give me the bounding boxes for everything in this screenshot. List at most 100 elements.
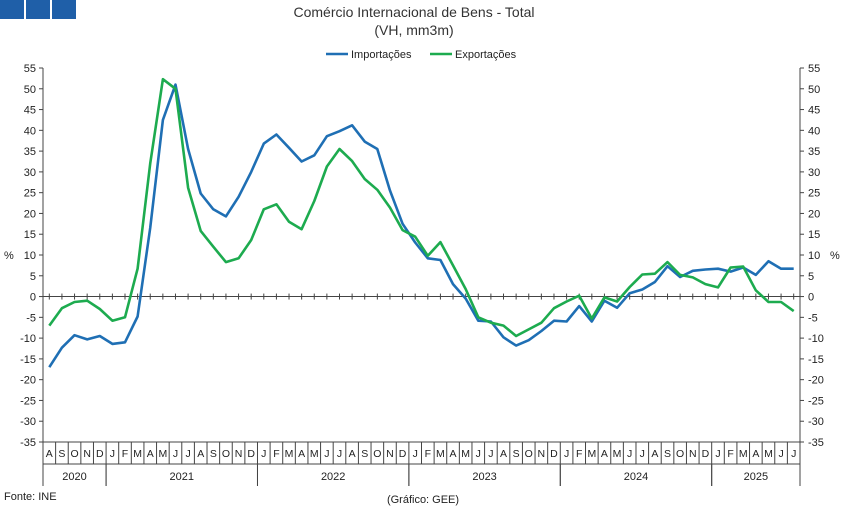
y-tick-label-left: -15 <box>20 354 36 366</box>
plot-lines <box>48 77 795 368</box>
y-tick-label-right: -15 <box>808 354 824 366</box>
y-tick-label-right: 10 <box>808 250 820 262</box>
series-line-importacoes <box>48 83 794 368</box>
y-tick-label-left: 30 <box>24 167 36 179</box>
x-tick-label: A <box>349 448 356 460</box>
x-tick-label: J <box>715 448 720 460</box>
x-tick-label: M <box>739 448 748 460</box>
y-tick-label-right: 50 <box>808 84 820 96</box>
chart-subtitle: (VH, mm3m) <box>374 22 453 38</box>
x-tick-label: A <box>500 448 507 460</box>
x-tick-label: M <box>158 448 167 460</box>
year-label: 2023 <box>472 471 496 483</box>
x-tick-label: J <box>261 448 266 460</box>
x-tick-label: O <box>70 448 78 460</box>
x-tick-label: O <box>373 448 381 460</box>
x-tick-label: A <box>450 448 457 460</box>
y-tick-label-left: 10 <box>24 250 36 262</box>
year-label: 2021 <box>170 471 194 483</box>
x-tick-label: M <box>613 448 622 460</box>
chart-title: Comércio Internacional de Bens - Total <box>294 4 535 20</box>
y-tick-label-right: -20 <box>808 375 824 387</box>
y-tick-label-right: -30 <box>808 416 824 428</box>
x-tick-label: S <box>664 448 671 460</box>
x-tick-label: J <box>337 448 342 460</box>
x-tick-label: J <box>476 448 481 460</box>
x-tick-label: S <box>210 448 217 460</box>
x-tick-label: F <box>727 448 733 460</box>
y-tick-label-right: -25 <box>808 395 824 407</box>
x-tick-label: M <box>587 448 596 460</box>
x-tick-label: A <box>752 448 759 460</box>
y-tick-label-right: 55 <box>808 63 820 75</box>
y-tick-label-right: -35 <box>808 437 824 449</box>
y-tick-label-left: -5 <box>26 312 36 324</box>
x-tick-label: D <box>247 448 255 460</box>
source-note: Fonte: INE <box>4 491 57 503</box>
y-tick-label-right: 25 <box>808 188 820 200</box>
x-tick-label: J <box>324 448 329 460</box>
x-tick-label: S <box>58 448 65 460</box>
x-tick-label: D <box>702 448 710 460</box>
y-tick-label-left: 15 <box>24 229 36 241</box>
legend-label-exportacoes: Exportações <box>455 49 517 61</box>
x-tick-label: M <box>310 448 319 460</box>
year-label: 2020 <box>62 471 86 483</box>
y-tick-label-left: 55 <box>24 63 36 75</box>
x-tick-label: A <box>147 448 154 460</box>
x-tick-label: S <box>361 448 368 460</box>
x-tick-label: N <box>235 448 243 460</box>
y-tick-label-left: 35 <box>24 146 36 158</box>
x-tick-label: J <box>413 448 418 460</box>
legend: Importações Exportações <box>326 49 517 61</box>
x-tick-label: F <box>122 448 128 460</box>
x-tick-label: J <box>173 448 178 460</box>
y-tick-label-right: 35 <box>808 146 820 158</box>
x-tick-label: J <box>185 448 190 460</box>
y-tick-label-left: -10 <box>20 333 36 345</box>
y-axis-label-left: % <box>4 250 14 262</box>
y-tick-label-left: 20 <box>24 208 36 220</box>
y-tick-label-right: 45 <box>808 105 820 117</box>
x-tick-label: O <box>222 448 230 460</box>
legend-label-importacoes: Importações <box>351 49 412 61</box>
x-tick-label: S <box>513 448 520 460</box>
x-tick-label: J <box>110 448 115 460</box>
x-tick-label: A <box>46 448 53 460</box>
x-tick-label: A <box>651 448 658 460</box>
x-tick-label: D <box>399 448 407 460</box>
y-tick-label-left: 40 <box>24 125 36 137</box>
y-tick-label-right: 15 <box>808 229 820 241</box>
y-tick-label-left: -35 <box>20 437 36 449</box>
series-line-exportacoes <box>48 77 795 338</box>
x-tick-label: D <box>550 448 558 460</box>
x-tick-label: J <box>791 448 796 460</box>
y-axis-label-right: % <box>830 250 840 262</box>
y-tick-label-left: 50 <box>24 84 36 96</box>
x-tick-label: D <box>96 448 104 460</box>
x-tick-label: M <box>436 448 445 460</box>
y-tick-label-left: -30 <box>20 416 36 428</box>
y-tick-label-left: 0 <box>30 292 36 304</box>
y-tick-label-right: -10 <box>808 333 824 345</box>
x-tick-label: O <box>525 448 533 460</box>
x-tick-label: J <box>640 448 645 460</box>
year-label: 2022 <box>321 471 345 483</box>
year-label: 2025 <box>744 471 768 483</box>
x-tick-label: M <box>285 448 294 460</box>
credit-note: (Gráfico: GEE) <box>387 494 459 506</box>
y-tick-label-right: 20 <box>808 208 820 220</box>
x-tick-label: N <box>386 448 394 460</box>
y-tick-label-right: 5 <box>808 271 814 283</box>
y-tick-label-left: 5 <box>30 271 36 283</box>
y-tick-label-right: 40 <box>808 125 820 137</box>
x-tick-label: N <box>538 448 546 460</box>
x-tick-label: J <box>564 448 569 460</box>
y-tick-label-right: 30 <box>808 167 820 179</box>
axes: -35 -35 -30 -30 -25 -25 -20 -20 -15 -15 -10 -10 -5 -5… <box>20 63 824 486</box>
x-tick-label: N <box>689 448 697 460</box>
x-tick-label: A <box>197 448 204 460</box>
x-tick-label: M <box>764 448 773 460</box>
x-tick-label: A <box>298 448 305 460</box>
